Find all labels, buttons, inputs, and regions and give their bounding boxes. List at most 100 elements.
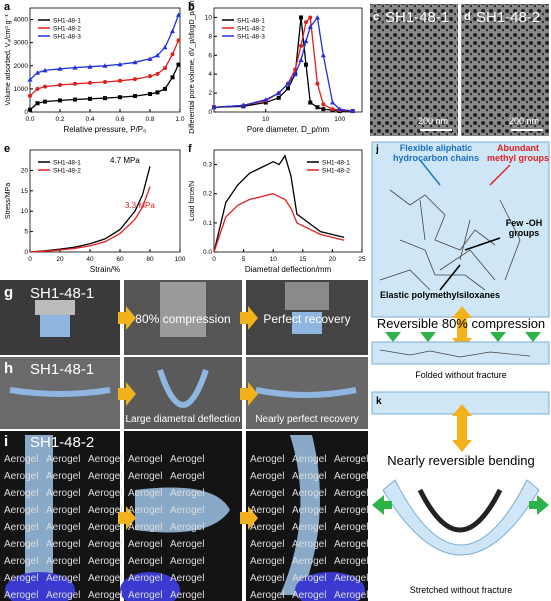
- paper-print: Aerogel: [250, 573, 284, 584]
- paper-print: Aerogel: [250, 539, 284, 550]
- point: [303, 20, 308, 25]
- y-tick-label: 0.3: [203, 162, 212, 169]
- point: [162, 44, 168, 50]
- paper-print: Aerogel: [170, 573, 204, 584]
- paper-print: Aerogel: [250, 590, 284, 601]
- point: [303, 62, 308, 67]
- panel-label: j: [375, 144, 379, 155]
- paper-print: Aerogel: [46, 505, 80, 516]
- label-bending: Nearly reversible bending: [387, 453, 534, 468]
- paper-print: Aerogel: [128, 505, 162, 516]
- paper-print: Aerogel: [88, 556, 122, 567]
- paper-print: Aerogel: [250, 522, 284, 533]
- paper-print: Aerogel: [250, 556, 284, 567]
- paper-print: Aerogel: [88, 471, 122, 482]
- paper-print: Aerogel: [334, 590, 368, 601]
- plot-frame: [29, 149, 181, 253]
- paper-print: Aerogel: [46, 522, 80, 533]
- panel-label: i: [4, 433, 8, 450]
- y-axis-label: Load force/N: [189, 181, 196, 221]
- point: [27, 77, 33, 82]
- y-tick-label: 4000: [14, 17, 29, 24]
- paper-print: Aerogel: [292, 522, 326, 533]
- point: [176, 38, 181, 43]
- paper-print: Aerogel: [170, 522, 204, 533]
- paper-print: Aerogel: [128, 522, 162, 533]
- paper-print: Aerogel: [250, 505, 284, 516]
- sample-label: SH1-48-2: [30, 434, 94, 451]
- y-tick-label: 0.1: [203, 220, 212, 227]
- point: [28, 93, 32, 98]
- paper-print: Aerogel: [170, 488, 204, 499]
- paper-print: Aerogel: [88, 454, 122, 465]
- point: [240, 102, 246, 108]
- y-tick-label: 15: [21, 188, 29, 195]
- y-tick-label: 4: [208, 71, 212, 78]
- y-tick-label: 3000: [14, 40, 29, 47]
- point: [276, 90, 282, 96]
- paper-print: Aerogel: [334, 471, 368, 482]
- note: Few -OH groups: [506, 218, 543, 238]
- label-siloxane: Elastic polymethylsiloxanes: [380, 290, 500, 300]
- point: [103, 96, 107, 101]
- x-tick-label: 0: [28, 256, 32, 263]
- point: [308, 15, 313, 20]
- photo-row-g: [0, 280, 368, 355]
- x-tick-label: 0.2: [55, 116, 64, 123]
- point: [307, 24, 313, 29]
- caption: Perfect recovery: [263, 312, 350, 326]
- paper-print: Aerogel: [250, 488, 284, 499]
- point: [321, 102, 326, 107]
- x-axis-label: Relative pressure, P/P₀: [64, 125, 147, 134]
- point: [299, 15, 304, 20]
- label-chains: Flexible aliphatic hydrocarbon chains: [392, 143, 480, 163]
- paper-print: Aerogel: [334, 556, 368, 567]
- paper-print: Aerogel: [292, 539, 326, 550]
- series-line: [29, 186, 151, 253]
- x-tick-label: 25: [358, 256, 366, 263]
- paper-print: Aerogel: [46, 539, 80, 550]
- paper-print: Aerogel: [88, 539, 122, 550]
- sample-label: SH1-48-2: [476, 9, 540, 26]
- paper-print: Aerogel: [46, 573, 80, 584]
- x-tick-label: 100: [175, 256, 186, 263]
- label-methyl: Abundant methyl groups: [486, 143, 549, 163]
- schematic-j: [371, 141, 550, 365]
- paper-print: Aerogel: [334, 539, 368, 550]
- x-tick-label: 5: [242, 256, 246, 263]
- plot-frame: [213, 7, 363, 113]
- paper-print: Aerogel: [88, 522, 122, 533]
- legend-label: SH1-48-1: [237, 18, 265, 25]
- paper-print: Aerogel: [334, 522, 368, 533]
- plot-frame: [29, 7, 181, 113]
- paper-print: Aerogel: [128, 539, 162, 550]
- series-line: [213, 154, 345, 253]
- point: [330, 107, 335, 112]
- series-line: [213, 15, 353, 112]
- paper-print: Aerogel: [4, 505, 38, 516]
- point: [103, 79, 107, 84]
- point: [176, 12, 181, 17]
- sample-label: SH1-48-1: [385, 9, 449, 26]
- y-tick-label: 8: [208, 33, 212, 40]
- annotation: 3.3 MPa: [125, 201, 155, 210]
- y-axis-label: Differential pore volume, dV_p/dlogD_p/c…: [189, 0, 196, 134]
- point: [88, 96, 92, 101]
- x-tick-label: 20: [56, 256, 64, 263]
- point: [155, 71, 160, 76]
- paper-print: Aerogel: [4, 471, 38, 482]
- scale-label: 200 nm: [418, 116, 448, 126]
- point: [87, 64, 93, 69]
- point: [42, 67, 48, 73]
- paper-print: Aerogel: [46, 454, 80, 465]
- panel-label: c: [373, 11, 379, 23]
- x-tick-label: 10: [262, 116, 270, 123]
- paper-print: Aerogel: [4, 539, 38, 550]
- paper-print: Aerogel: [128, 573, 162, 584]
- paper-print: Aerogel: [88, 573, 122, 584]
- point: [118, 78, 122, 83]
- x-axis-label: Diametral deflection/mm: [245, 265, 332, 274]
- photo-row-h: [0, 357, 368, 429]
- y-tick-label: 5: [24, 229, 28, 236]
- y-tick-label: 0: [208, 109, 212, 116]
